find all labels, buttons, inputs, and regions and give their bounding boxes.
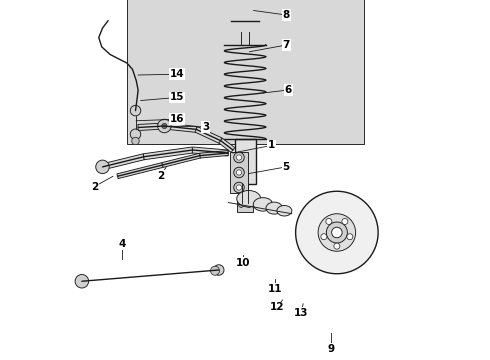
Ellipse shape bbox=[237, 190, 261, 207]
Circle shape bbox=[75, 274, 89, 288]
Text: 10: 10 bbox=[236, 257, 250, 267]
Bar bbox=[235, 139, 255, 184]
Circle shape bbox=[318, 214, 356, 251]
Text: 8: 8 bbox=[283, 10, 290, 20]
Text: 5: 5 bbox=[283, 162, 290, 172]
Circle shape bbox=[236, 170, 242, 175]
Polygon shape bbox=[200, 150, 228, 158]
Text: 15: 15 bbox=[170, 93, 184, 103]
Circle shape bbox=[332, 227, 342, 238]
Polygon shape bbox=[195, 127, 222, 143]
Text: 13: 13 bbox=[294, 308, 309, 318]
Polygon shape bbox=[219, 138, 235, 152]
Text: 6: 6 bbox=[285, 85, 292, 95]
Circle shape bbox=[238, 3, 252, 16]
Circle shape bbox=[234, 167, 244, 178]
Polygon shape bbox=[162, 153, 200, 167]
Circle shape bbox=[211, 266, 220, 275]
Text: 9: 9 bbox=[328, 344, 335, 354]
Circle shape bbox=[246, 202, 251, 207]
Text: 12: 12 bbox=[270, 302, 284, 312]
Polygon shape bbox=[117, 163, 163, 179]
Circle shape bbox=[326, 219, 332, 224]
Polygon shape bbox=[144, 147, 193, 160]
Ellipse shape bbox=[266, 202, 283, 214]
Circle shape bbox=[347, 234, 353, 240]
Circle shape bbox=[236, 155, 242, 160]
Polygon shape bbox=[164, 123, 196, 132]
Text: 4: 4 bbox=[118, 239, 126, 249]
Circle shape bbox=[158, 119, 171, 133]
Bar bbox=[237, 198, 253, 212]
Bar bbox=[230, 152, 248, 193]
Circle shape bbox=[214, 265, 224, 275]
Circle shape bbox=[342, 219, 348, 224]
Circle shape bbox=[162, 123, 167, 129]
Text: 11: 11 bbox=[268, 284, 282, 294]
Text: 16: 16 bbox=[170, 114, 184, 124]
Circle shape bbox=[334, 243, 340, 249]
Circle shape bbox=[234, 182, 244, 193]
Ellipse shape bbox=[277, 206, 292, 216]
Circle shape bbox=[295, 191, 378, 274]
Circle shape bbox=[96, 160, 109, 174]
Circle shape bbox=[234, 152, 244, 163]
Circle shape bbox=[236, 185, 242, 190]
Circle shape bbox=[132, 137, 139, 145]
Circle shape bbox=[326, 222, 347, 243]
Text: 2: 2 bbox=[91, 182, 98, 192]
Text: 7: 7 bbox=[283, 40, 290, 50]
Circle shape bbox=[130, 105, 141, 116]
Circle shape bbox=[239, 202, 244, 207]
Text: 2: 2 bbox=[157, 171, 164, 181]
Polygon shape bbox=[192, 147, 228, 156]
Text: 3: 3 bbox=[202, 122, 209, 132]
Polygon shape bbox=[138, 123, 165, 130]
Text: 14: 14 bbox=[170, 69, 184, 79]
FancyBboxPatch shape bbox=[126, 0, 364, 144]
Ellipse shape bbox=[253, 198, 273, 211]
Circle shape bbox=[234, 0, 256, 21]
Circle shape bbox=[130, 129, 141, 139]
Circle shape bbox=[321, 234, 327, 240]
Polygon shape bbox=[102, 154, 145, 170]
Text: 1: 1 bbox=[268, 140, 275, 150]
